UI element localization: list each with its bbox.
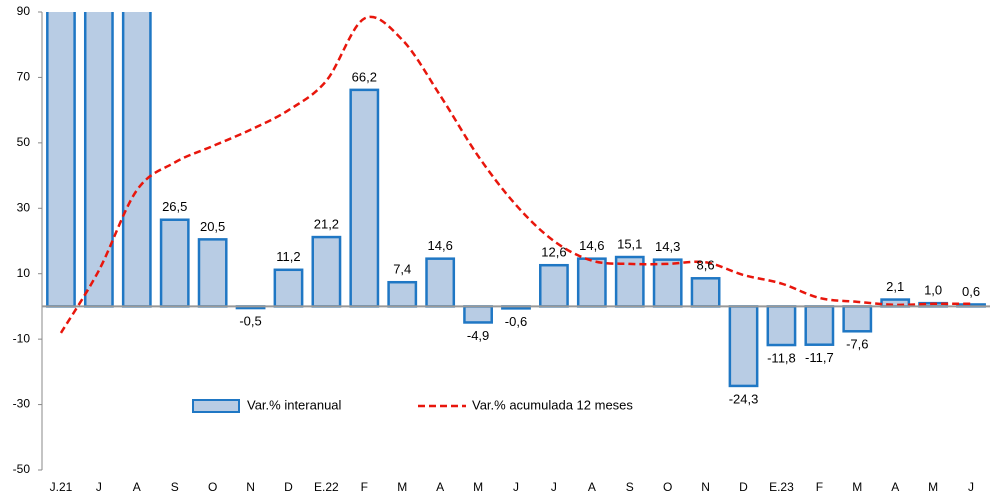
x-tick-label: S [626,480,634,494]
x-tick-label: A [588,480,596,494]
bar [728,305,759,388]
data-label: -4,9 [467,328,489,343]
bar [880,298,911,308]
x-tick-label: M [397,480,407,494]
data-label: 2,1 [886,279,904,294]
bar [463,305,493,324]
bar [690,277,721,308]
x-tick-label: E.23 [769,480,794,494]
bar [121,12,152,308]
data-label: 14,6 [428,238,453,253]
data-label: 1,0 [924,283,942,298]
bar [273,268,304,308]
line [59,15,972,334]
y-tick-label: -50 [13,462,31,476]
x-tick-label: J [96,480,102,494]
data-label: -11,7 [805,350,834,365]
data-label: -11,8 [767,350,796,365]
data-label: -0,5 [239,314,261,329]
x-tick-label: E.22 [314,480,339,494]
data-label: -7,6 [846,337,868,352]
data-label: 15,1 [617,236,642,251]
data-label: 66,2 [352,69,377,84]
data-label: 14,6 [579,238,604,253]
bar [652,258,683,308]
x-tick-label: O [208,480,217,494]
bar [425,257,456,308]
y-tick-label: -10 [13,331,31,345]
bar [159,218,190,308]
x-tick-label: D [739,480,748,494]
bar [614,255,645,308]
legend-label: Var.% acumulada 12 meses [472,397,633,412]
data-label: -24,3 [729,391,759,406]
bar [539,263,569,308]
data-label: 14,3 [655,239,680,254]
bar [197,238,228,308]
data-label: 26,5 [162,199,187,214]
x-tick-label: J [968,480,974,494]
x-tick-label: M [852,480,862,494]
bar [766,305,797,347]
x-tick-label: D [284,480,293,494]
x-tick-label: F [361,480,368,494]
data-label: 21,2 [314,217,339,232]
plot-area [46,12,986,388]
x-tick-label: J [551,480,557,494]
y-tick-label: -30 [13,397,31,411]
y-tick-label: 70 [17,70,31,84]
legend-swatch [192,399,240,413]
y-tick-label: 50 [17,135,31,149]
data-label: 0,6 [962,284,980,299]
data-label: 7,4 [393,262,411,277]
bar [349,88,380,308]
y-tick-label: 30 [17,200,31,214]
y-tick-label: 90 [17,4,31,18]
data-label: 8,6 [697,258,715,273]
x-tick-label: A [436,480,444,494]
data-label: 11,2 [276,249,300,264]
bar [311,235,342,308]
bar [46,12,76,308]
y-tick-label: 10 [17,266,31,280]
bar [83,12,114,308]
x-tick-label: A [133,480,141,494]
legend-label: Var.% interanual [247,397,342,412]
x-tick-label: M [473,480,483,494]
x-tick-label: J.21 [50,480,73,494]
x-tick-label: N [701,480,710,494]
data-label: 20,5 [200,219,225,234]
x-tick-label: O [663,480,672,494]
x-tick-label: S [171,480,179,494]
bar [387,280,418,308]
x-tick-label: A [891,480,899,494]
x-tick-label: J [513,480,519,494]
bar [804,305,835,346]
bar [576,257,607,308]
data-label: 12,6 [541,245,566,260]
x-tick-label: N [246,480,255,494]
data-label: -0,6 [505,314,527,329]
x-tick-label: M [928,480,938,494]
bar [842,305,873,333]
x-tick-label: F [816,480,823,494]
